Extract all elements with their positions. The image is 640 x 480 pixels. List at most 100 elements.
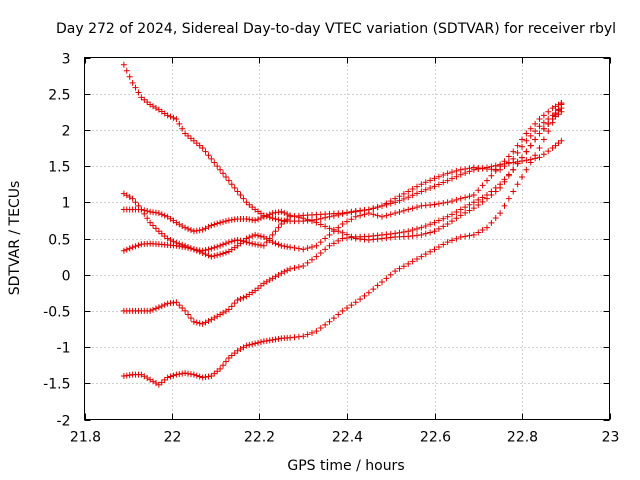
data-point-interp [427, 185, 434, 192]
data-point-interp [132, 243, 139, 250]
data-point-interp [309, 243, 315, 250]
data-point-interp [532, 136, 539, 143]
data-point [217, 242, 224, 249]
data-point-interp [257, 214, 264, 221]
data-point [457, 212, 464, 219]
data-point [444, 170, 451, 177]
data-point-interp [214, 220, 221, 227]
data-point [173, 116, 180, 123]
data-point-interp [304, 216, 311, 223]
data-point-interp [409, 205, 416, 212]
data-point-interp [435, 225, 442, 232]
data-point-interp [440, 179, 447, 186]
data-point-interp [249, 233, 256, 240]
data-point-interp [400, 228, 407, 235]
data-point-interp [400, 190, 407, 197]
data-point-interp [435, 173, 442, 180]
data-point [497, 210, 504, 217]
data-point-interp [220, 218, 227, 225]
data-point-interp [255, 339, 262, 346]
data-point-interp [211, 159, 218, 166]
data-point-interp [150, 222, 157, 229]
data-point-interp [488, 219, 495, 226]
data-point [536, 123, 543, 130]
data-point [300, 246, 307, 253]
data-point [120, 61, 127, 68]
data-point [431, 175, 438, 182]
data-point-interp [193, 247, 200, 254]
data-point [278, 270, 285, 277]
data-point-interp [357, 212, 364, 219]
data-point-interp [396, 208, 403, 215]
data-point-interp [449, 237, 455, 244]
data-point [431, 228, 438, 235]
x-axis-label: GPS time / hours [287, 458, 404, 474]
data-point [523, 137, 530, 144]
data-point-interp [304, 259, 311, 266]
data-point-interp [462, 209, 469, 216]
data-point-interp [176, 120, 183, 127]
data-point-interp [335, 237, 342, 244]
data-point-interp [220, 250, 227, 257]
y-axis-label: SDTVAR / TECUs [7, 181, 23, 296]
data-point [392, 230, 399, 237]
data-point-interp [167, 373, 174, 380]
data-point-interp [475, 187, 482, 194]
data-point-interp [475, 229, 482, 236]
data-point [497, 181, 504, 188]
data-point-interp [185, 225, 192, 232]
data-point-interp [222, 218, 229, 225]
data-point-interp [374, 282, 381, 289]
data-point-interp [422, 186, 429, 193]
data-point [326, 318, 333, 325]
data-point-interp [231, 300, 238, 307]
data-point [208, 253, 215, 260]
data-point [444, 199, 451, 206]
data-point-interp [370, 205, 377, 212]
data-point [418, 188, 425, 195]
data-point-interp [123, 246, 130, 253]
data-point [326, 231, 333, 238]
data-point-interp [514, 149, 521, 156]
series-track-1 [120, 61, 565, 225]
data-point [269, 215, 276, 222]
data-point-interp [317, 249, 324, 256]
data-point-interp [555, 106, 562, 113]
data-point-interp [462, 204, 469, 211]
data-point-interp [211, 244, 218, 251]
data-point-interp [202, 225, 209, 232]
data-point-interp [240, 294, 247, 301]
data-point-interp [196, 248, 203, 255]
data-point [138, 206, 145, 213]
y-tick-label: 3 [62, 52, 71, 68]
data-point [523, 148, 530, 155]
y-tick-label: -0.5 [43, 305, 70, 321]
data-point-interp [167, 236, 174, 243]
data-point [164, 235, 171, 242]
data-point-interp [475, 196, 482, 203]
data-point [339, 229, 346, 236]
data-point-interp [409, 227, 416, 234]
data-point-interp [322, 223, 329, 230]
data-point-interp [475, 201, 482, 208]
plot-frame [84, 57, 610, 420]
data-point-interp [414, 225, 420, 232]
data-point-interp [396, 229, 403, 236]
data-point [405, 188, 412, 195]
data-point-interp [344, 218, 350, 225]
data-point-interp [414, 204, 420, 211]
y-tick-label: 0 [62, 269, 71, 285]
data-point-interp [449, 169, 455, 176]
data-point [457, 195, 464, 202]
x-tick-label: 22 [164, 430, 182, 446]
data-point-interp [400, 207, 407, 214]
data-point [164, 112, 171, 119]
data-point [190, 371, 197, 378]
data-point-interp [202, 148, 209, 155]
data-point [287, 212, 294, 219]
data-point [147, 219, 154, 226]
data-point [260, 213, 267, 220]
data-point-interp [453, 215, 460, 222]
data-point-interp [370, 211, 377, 218]
data-point-interp [492, 184, 499, 191]
